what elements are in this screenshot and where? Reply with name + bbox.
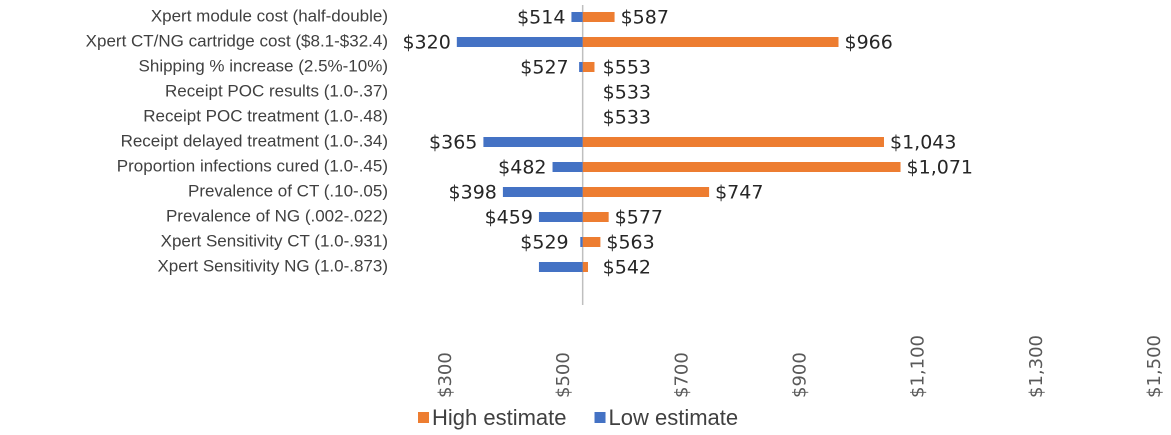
category-label: Prevalence of NG (.002-.022) bbox=[166, 206, 388, 225]
bar bbox=[582, 212, 609, 222]
x-tick-label: $300 bbox=[435, 352, 456, 398]
category-label: Shipping % increase (2.5%-10%) bbox=[139, 56, 388, 75]
value-label: $482 bbox=[498, 157, 546, 179]
value-label: $553 bbox=[603, 57, 651, 79]
x-tick-label: $500 bbox=[553, 352, 574, 398]
value-label: $587 bbox=[621, 7, 669, 29]
x-tick-label: $900 bbox=[790, 352, 811, 398]
category-label: Xpert module cost (half-double) bbox=[151, 6, 388, 25]
legend-swatch bbox=[594, 412, 606, 423]
value-label: $398 bbox=[449, 182, 497, 204]
bar bbox=[483, 137, 583, 147]
bar bbox=[456, 37, 583, 47]
value-label: $1,071 bbox=[907, 157, 973, 179]
value-label: $747 bbox=[715, 182, 763, 204]
bar bbox=[571, 12, 583, 22]
legend-label: High estimate bbox=[432, 405, 567, 430]
category-label: Xpert CT/NG cartridge cost ($8.1-$32.4) bbox=[86, 31, 388, 50]
value-label: $320 bbox=[402, 32, 450, 54]
category-label: Receipt POC treatment (1.0-.48) bbox=[143, 106, 388, 125]
bar bbox=[582, 12, 615, 22]
value-label: $563 bbox=[606, 232, 654, 254]
bar bbox=[582, 187, 710, 197]
category-label: Receipt POC results (1.0-.37) bbox=[165, 81, 388, 100]
value-label: $514 bbox=[517, 7, 565, 29]
category-label: Prevalence of CT (.10-.05) bbox=[188, 181, 388, 200]
value-label: $542 bbox=[603, 257, 651, 279]
value-label: $966 bbox=[844, 32, 892, 54]
category-label: Receipt delayed treatment (1.0-.34) bbox=[121, 131, 388, 150]
bar bbox=[582, 237, 601, 247]
bar bbox=[538, 212, 583, 222]
x-tick-label: $1,500 bbox=[1144, 335, 1165, 398]
bar bbox=[579, 62, 583, 72]
bar bbox=[582, 162, 901, 172]
x-tick-label: $1,100 bbox=[908, 335, 929, 398]
bar bbox=[582, 62, 595, 72]
value-label: $577 bbox=[615, 207, 663, 229]
value-label: $533 bbox=[603, 107, 651, 129]
value-label: $1,043 bbox=[890, 132, 956, 154]
bar bbox=[538, 262, 583, 272]
value-label: $529 bbox=[520, 232, 568, 254]
bar bbox=[582, 137, 884, 147]
legend-label: Low estimate bbox=[609, 405, 739, 430]
category-label: Xpert Sensitivity CT (1.0-.931) bbox=[161, 231, 388, 250]
value-label: $365 bbox=[429, 132, 477, 154]
x-tick-label: $1,300 bbox=[1026, 335, 1047, 398]
legend-swatch bbox=[418, 412, 429, 423]
bar bbox=[580, 237, 583, 247]
value-label: $459 bbox=[485, 207, 533, 229]
bar bbox=[552, 162, 583, 172]
x-tick-label: $700 bbox=[671, 352, 692, 398]
value-label: $527 bbox=[520, 57, 568, 79]
category-label: Xpert Sensitivity NG (1.0-.873) bbox=[157, 256, 388, 275]
bar bbox=[502, 187, 583, 197]
bar bbox=[582, 262, 588, 272]
value-label: $533 bbox=[603, 82, 651, 104]
category-label: Proportion infections cured (1.0-.45) bbox=[117, 156, 388, 175]
bar bbox=[582, 37, 839, 47]
